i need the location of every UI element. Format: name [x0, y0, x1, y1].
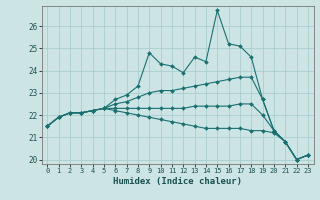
X-axis label: Humidex (Indice chaleur): Humidex (Indice chaleur) [113, 177, 242, 186]
